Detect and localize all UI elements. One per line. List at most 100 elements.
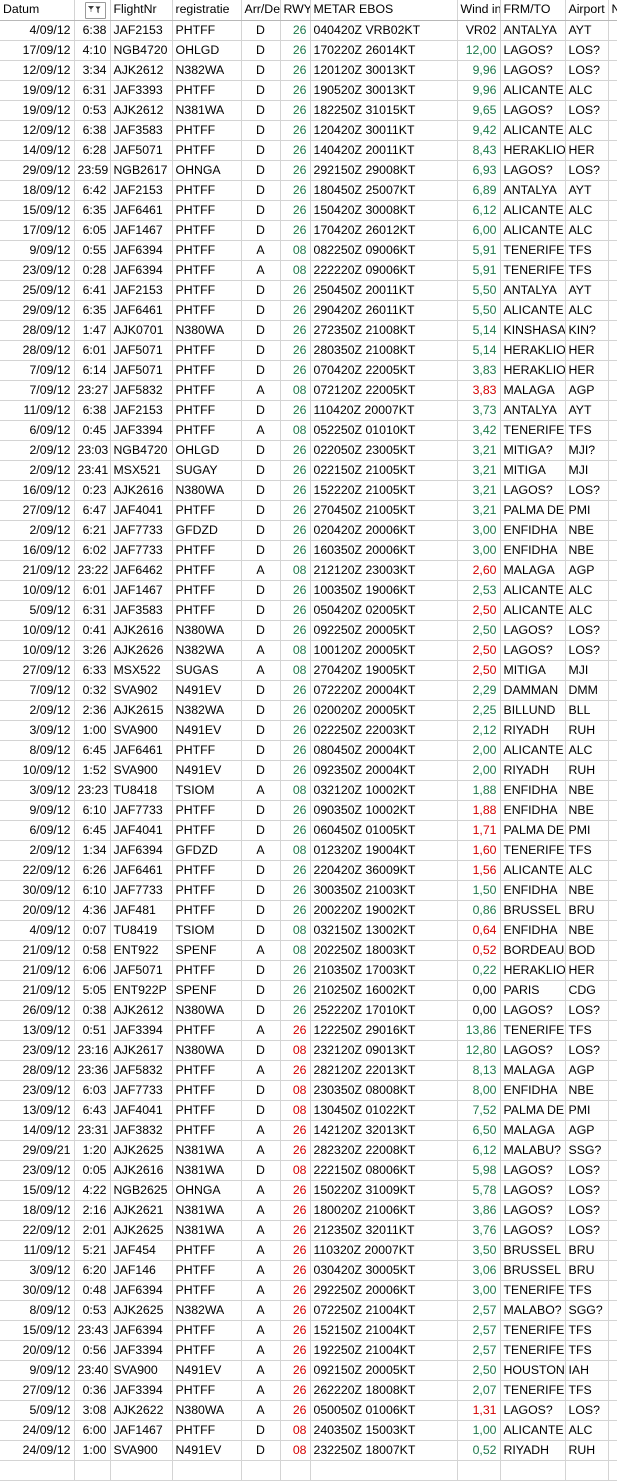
cell-rwy[interactable]: 08 [280, 1420, 310, 1440]
cell-from-to[interactable]: ALICANTE [500, 120, 565, 140]
cell-flightnr[interactable]: SVA900 [110, 1360, 172, 1380]
cell-arr-dep[interactable]: D [241, 440, 280, 460]
cell-noise[interactable] [608, 1180, 617, 1200]
cell-wind-kt[interactable]: 5,78 [457, 1180, 500, 1200]
cell-noise[interactable] [608, 1000, 617, 1020]
cell-from-to[interactable]: TENERIFE [500, 240, 565, 260]
cell-rwy[interactable]: 26 [280, 300, 310, 320]
cell-metar[interactable]: 222220Z 09006KT [310, 260, 457, 280]
cell-registration[interactable]: PHTFF [172, 200, 241, 220]
cell-airport[interactable]: MJI [565, 460, 608, 480]
cell-flightnr[interactable]: JAF4041 [110, 1100, 172, 1120]
cell-wind-kt[interactable]: VR02 [457, 20, 500, 40]
cell-time[interactable]: 6:10 [74, 880, 110, 900]
cell-date[interactable]: 14/09/12 [0, 140, 74, 160]
cell-flightnr[interactable]: AJK2615 [110, 700, 172, 720]
cell-noise[interactable]: 42,9 [608, 60, 617, 80]
cell-rwy[interactable]: 26 [280, 1020, 310, 1040]
cell-metar[interactable]: 152220Z 21005KT [310, 480, 457, 500]
cell-flightnr[interactable]: AJK2622 [110, 1400, 172, 1420]
cell-wind-kt[interactable]: 5,14 [457, 340, 500, 360]
cell-arr-dep[interactable]: D [241, 860, 280, 880]
cell-airport[interactable]: TFS [565, 1320, 608, 1340]
cell-flightnr[interactable]: JAF2153 [110, 400, 172, 420]
cell-flightnr[interactable]: JAF6394 [110, 260, 172, 280]
cell-arr-dep[interactable]: D [241, 740, 280, 760]
column-header-frmto[interactable]: FRM/TO [500, 0, 565, 20]
cell-wind-kt[interactable]: 9,65 [457, 100, 500, 120]
cell-rwy[interactable]: 26 [280, 60, 310, 80]
cell-airport[interactable]: NBE [565, 1080, 608, 1100]
cell-time[interactable]: 6:20 [74, 1260, 110, 1280]
cell-wind-kt[interactable]: 3,21 [457, 480, 500, 500]
cell-rwy[interactable]: 26 [280, 880, 310, 900]
cell-metar[interactable]: 270450Z 21005KT [310, 500, 457, 520]
cell-metar[interactable]: 240350Z 15003KT [310, 1420, 457, 1440]
cell-arr-dep[interactable]: A [241, 780, 280, 800]
cell-arr-dep[interactable]: A [241, 260, 280, 280]
cell-from-to[interactable]: PALMA DE MALLORCA [500, 820, 565, 840]
cell-noise[interactable]: 58,1 [608, 1280, 617, 1300]
cell-airport[interactable]: MJI [565, 660, 608, 680]
cell-arr-dep[interactable]: D [241, 760, 280, 780]
cell-date[interactable]: 29/09/12 [0, 300, 74, 320]
cell-flightnr[interactable]: JAF3393 [110, 80, 172, 100]
cell-rwy[interactable]: 08 [280, 1040, 310, 1060]
cell-airport[interactable]: BRU [565, 1240, 608, 1260]
cell-noise[interactable]: 33,7 [608, 920, 617, 940]
cell-metar[interactable]: 092150Z 20005KT [310, 1360, 457, 1380]
cell-noise[interactable] [608, 360, 617, 380]
cell-wind-kt[interactable]: 3,86 [457, 1200, 500, 1220]
cell-metar[interactable]: 050420Z 02005KT [310, 600, 457, 620]
cell-from-to[interactable]: LAGOS? [500, 1200, 565, 1220]
cell-arr-dep[interactable]: A [241, 1300, 280, 1320]
cell-airport[interactable]: HER [565, 340, 608, 360]
cell-wind-kt[interactable]: 2,50 [457, 1360, 500, 1380]
cell-metar[interactable]: 290420Z 26011KT [310, 300, 457, 320]
cell-airport[interactable]: HER [565, 360, 608, 380]
cell-arr-dep[interactable]: A [241, 1400, 280, 1420]
cell-date[interactable]: 18/09/12 [0, 1200, 74, 1220]
cell-flightnr[interactable]: JAF5071 [110, 140, 172, 160]
cell-date[interactable]: 29/09/12 [0, 160, 74, 180]
cell-noise[interactable] [608, 220, 617, 240]
cell-rwy[interactable]: 08 [280, 940, 310, 960]
cell-arr-dep[interactable]: A [241, 1280, 280, 1300]
cell-from-to[interactable]: BRUSSEL [500, 900, 565, 920]
cell-metar[interactable]: 120420Z 30011KT [310, 120, 457, 140]
cell-wind-kt[interactable]: 8,00 [457, 1080, 500, 1100]
cell-registration[interactable]: PHTFF [172, 260, 241, 280]
cell-arr-dep[interactable]: A [241, 1240, 280, 1260]
cell-from-to[interactable]: LAGOS? [500, 640, 565, 660]
cell-metar[interactable]: 210350Z 17003KT [310, 960, 457, 980]
cell-from-to[interactable]: LAGOS? [500, 100, 565, 120]
cell-flightnr[interactable]: JAF7733 [110, 1080, 172, 1100]
cell-date[interactable]: 7/09/12 [0, 360, 74, 380]
cell-noise[interactable] [608, 780, 617, 800]
cell-airport[interactable]: SSG? [565, 1140, 608, 1160]
cell-from-to[interactable]: ANTALYA [500, 280, 565, 300]
cell-rwy[interactable]: 08 [280, 640, 310, 660]
cell-flightnr[interactable] [110, 1460, 172, 1480]
cell-flightnr[interactable]: JAF6461 [110, 200, 172, 220]
cell-registration[interactable]: PHTFF [172, 240, 241, 260]
cell-from-to[interactable]: ANTALYA [500, 180, 565, 200]
cell-date[interactable]: 28/09/12 [0, 340, 74, 360]
cell-arr-dep[interactable]: D [241, 60, 280, 80]
cell-arr-dep[interactable]: D [241, 40, 280, 60]
cell-flightnr[interactable]: MSX522 [110, 660, 172, 680]
cell-airport[interactable]: AGP [565, 380, 608, 400]
cell-date[interactable]: 19/09/12 [0, 80, 74, 100]
cell-noise[interactable] [608, 300, 617, 320]
cell-metar[interactable]: 150220Z 31009KT [310, 1180, 457, 1200]
cell-metar[interactable]: 200220Z 19002KT [310, 900, 457, 920]
cell-registration[interactable]: PHTFF [172, 280, 241, 300]
